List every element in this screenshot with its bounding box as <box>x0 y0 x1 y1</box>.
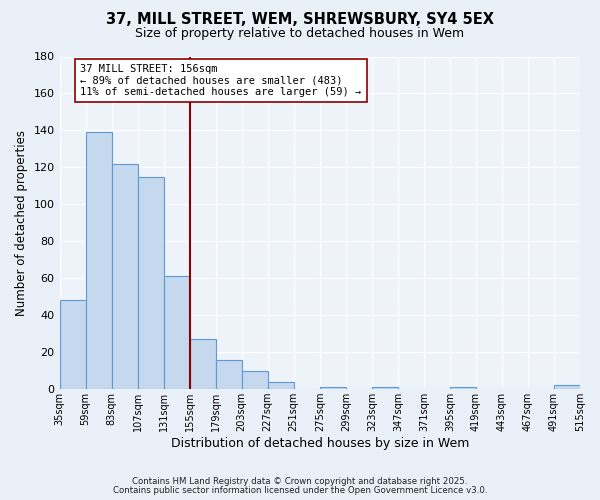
Bar <box>268 382 294 389</box>
Bar <box>242 370 268 389</box>
Bar <box>137 176 164 389</box>
Bar <box>190 340 215 389</box>
Text: 37 MILL STREET: 156sqm
← 89% of detached houses are smaller (483)
11% of semi-de: 37 MILL STREET: 156sqm ← 89% of detached… <box>80 64 362 97</box>
Text: Size of property relative to detached houses in Wem: Size of property relative to detached ho… <box>136 28 464 40</box>
Bar <box>215 360 242 389</box>
Bar <box>112 164 137 389</box>
Bar <box>372 388 398 389</box>
Bar <box>450 388 476 389</box>
Bar <box>164 276 190 389</box>
Text: 37, MILL STREET, WEM, SHREWSBURY, SY4 5EX: 37, MILL STREET, WEM, SHREWSBURY, SY4 5E… <box>106 12 494 28</box>
Bar <box>59 300 86 389</box>
Y-axis label: Number of detached properties: Number of detached properties <box>15 130 28 316</box>
Text: Contains HM Land Registry data © Crown copyright and database right 2025.: Contains HM Land Registry data © Crown c… <box>132 477 468 486</box>
Bar <box>554 386 580 389</box>
Bar <box>86 132 112 389</box>
X-axis label: Distribution of detached houses by size in Wem: Distribution of detached houses by size … <box>170 437 469 450</box>
Bar <box>320 388 346 389</box>
Text: Contains public sector information licensed under the Open Government Licence v3: Contains public sector information licen… <box>113 486 487 495</box>
